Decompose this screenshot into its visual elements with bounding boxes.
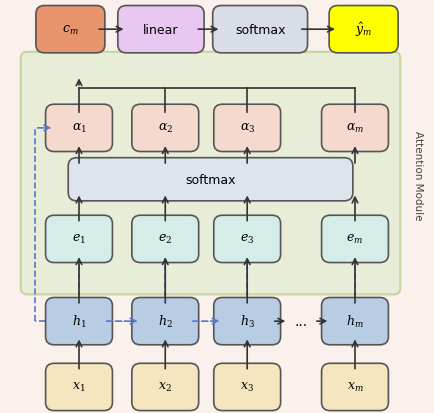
- Text: $e_1$: $e_1$: [72, 233, 86, 246]
- Text: $x_2$: $x_2$: [158, 380, 172, 394]
- FancyBboxPatch shape: [329, 7, 398, 54]
- Text: $e_3$: $e_3$: [240, 233, 254, 246]
- Text: softmax: softmax: [185, 173, 236, 186]
- FancyBboxPatch shape: [21, 53, 400, 295]
- FancyBboxPatch shape: [213, 7, 308, 54]
- Text: $h_3$: $h_3$: [240, 313, 255, 330]
- Text: $e_2$: $e_2$: [158, 233, 172, 246]
- Text: $h_1$: $h_1$: [72, 313, 86, 330]
- Text: $x_3$: $x_3$: [240, 380, 254, 394]
- FancyBboxPatch shape: [46, 105, 112, 152]
- Text: ...: ...: [295, 314, 308, 328]
- FancyBboxPatch shape: [46, 216, 112, 263]
- FancyBboxPatch shape: [322, 216, 388, 263]
- Text: $h_2$: $h_2$: [158, 313, 173, 330]
- FancyBboxPatch shape: [46, 298, 112, 345]
- Text: $\alpha_3$: $\alpha_3$: [240, 122, 255, 135]
- Text: linear: linear: [143, 24, 179, 37]
- Text: softmax: softmax: [235, 24, 286, 37]
- FancyBboxPatch shape: [214, 363, 281, 411]
- Text: $\alpha_m$: $\alpha_m$: [346, 122, 364, 135]
- FancyBboxPatch shape: [214, 298, 281, 345]
- FancyBboxPatch shape: [118, 7, 204, 54]
- Text: $x_m$: $x_m$: [347, 380, 363, 394]
- FancyBboxPatch shape: [36, 7, 105, 54]
- Text: Attention Module: Attention Module: [413, 131, 423, 221]
- Text: $e_m$: $e_m$: [346, 233, 364, 246]
- FancyBboxPatch shape: [214, 105, 281, 152]
- Text: $\alpha_2$: $\alpha_2$: [158, 122, 173, 135]
- FancyBboxPatch shape: [322, 105, 388, 152]
- Text: $\alpha_1$: $\alpha_1$: [72, 122, 86, 135]
- Text: $\hat{y}_m$: $\hat{y}_m$: [355, 21, 372, 39]
- FancyBboxPatch shape: [322, 298, 388, 345]
- FancyBboxPatch shape: [68, 158, 353, 202]
- Text: $h_m$: $h_m$: [346, 313, 364, 330]
- FancyBboxPatch shape: [46, 363, 112, 411]
- Text: $x_1$: $x_1$: [72, 380, 86, 394]
- Text: $c_m$: $c_m$: [62, 24, 79, 37]
- FancyBboxPatch shape: [132, 105, 199, 152]
- FancyBboxPatch shape: [132, 363, 199, 411]
- FancyBboxPatch shape: [132, 216, 199, 263]
- FancyBboxPatch shape: [322, 363, 388, 411]
- FancyBboxPatch shape: [132, 298, 199, 345]
- FancyBboxPatch shape: [214, 216, 281, 263]
